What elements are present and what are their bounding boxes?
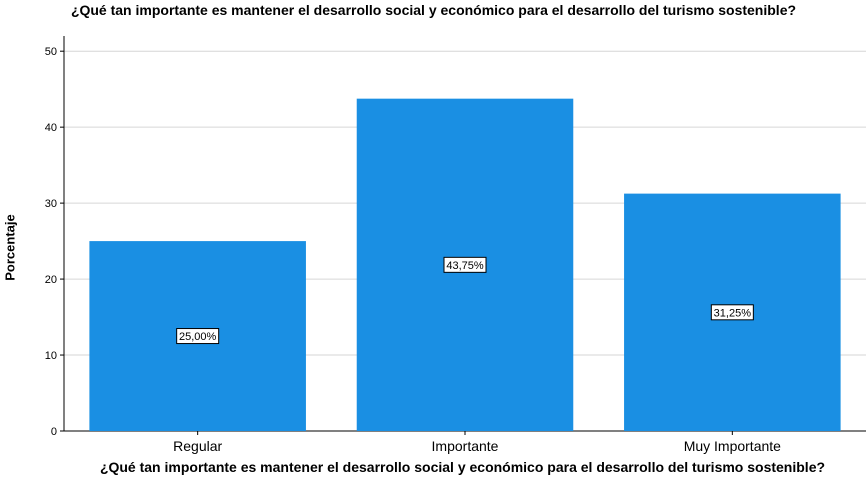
y-tick-label: 0: [51, 426, 57, 438]
y-tick-label: 20: [45, 274, 57, 286]
x-axis-title: ¿Qué tan importante es mantener el desar…: [99, 459, 826, 475]
category-label: Muy Importante: [684, 438, 781, 454]
chart-title: ¿Qué tan importante es mantener el desar…: [70, 2, 797, 18]
y-tick-label: 10: [45, 350, 57, 362]
data-label-box: [176, 328, 220, 345]
y-tick-label: 40: [45, 122, 57, 134]
data-label-box: [443, 256, 487, 273]
category-label: Regular: [173, 438, 222, 454]
data-label: 43,75%: [446, 260, 484, 272]
data-label: 25,00%: [179, 331, 217, 343]
data-label: 31,25%: [714, 307, 752, 319]
y-tick-label: 30: [45, 198, 57, 210]
y-tick-label: 50: [45, 46, 57, 58]
data-label-box: [710, 304, 754, 321]
category-label: Importante: [432, 438, 499, 454]
